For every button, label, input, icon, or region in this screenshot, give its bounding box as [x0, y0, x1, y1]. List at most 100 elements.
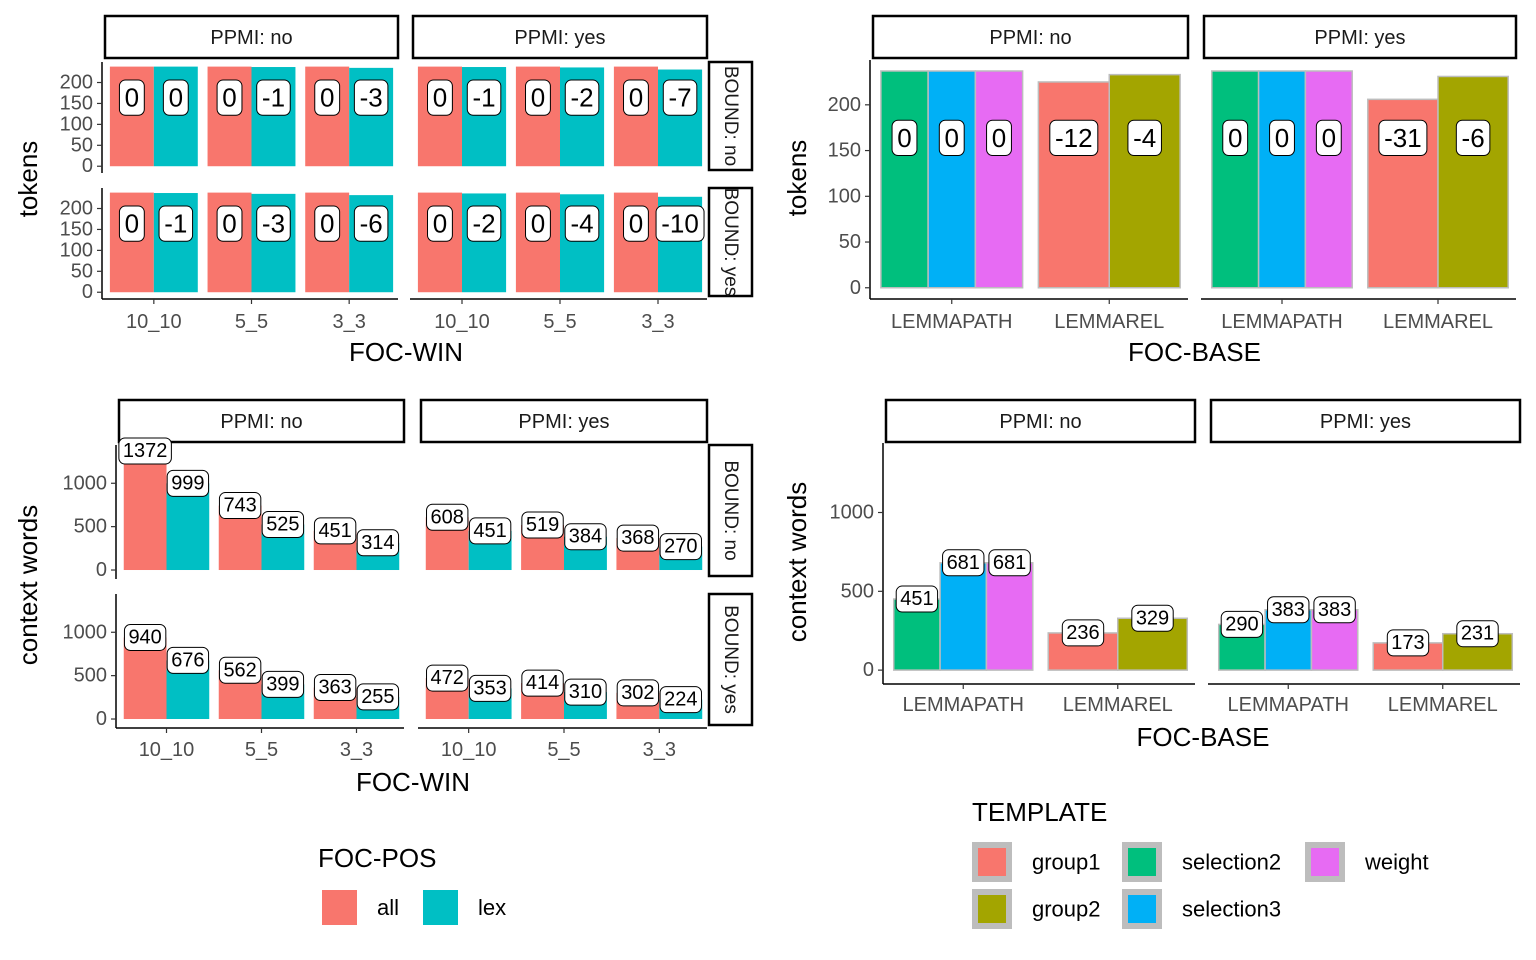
legend-label: selection2: [1182, 850, 1281, 875]
x-tick-label: 10_10: [139, 739, 195, 761]
y-tick-label: 0: [82, 155, 93, 177]
x-tick-label: LEMMAPATH: [1228, 694, 1350, 716]
data-label: 0: [629, 209, 643, 239]
strip: [707, 443, 754, 578]
data-label: 255: [361, 686, 394, 708]
label-box: [1386, 629, 1430, 657]
strip-label: PPMI: no: [999, 411, 1081, 433]
bar: [939, 562, 988, 671]
data-label: 451: [318, 520, 351, 542]
data-label: 525: [266, 513, 299, 535]
y-axis-title: context words: [782, 482, 812, 642]
label-box: [655, 205, 705, 242]
label-box: [356, 529, 400, 557]
label-box: [356, 683, 400, 711]
y-axis-title: context words: [13, 505, 43, 665]
label-box: [166, 646, 210, 674]
x-tick-label: 5_5: [245, 739, 278, 761]
data-label: -10: [661, 209, 699, 239]
label-box: [313, 517, 357, 545]
label-box: [466, 79, 502, 116]
data-label: 0: [945, 123, 959, 153]
x-tick-label: 10_10: [126, 311, 182, 333]
label-box: [426, 503, 469, 531]
data-label: 0: [1228, 123, 1242, 153]
bar: [974, 70, 1024, 289]
data-label: 383: [1318, 599, 1351, 621]
data-label: -1: [262, 83, 285, 113]
x-tick-label: 10_10: [434, 311, 490, 333]
y-tick-label: 100: [60, 113, 93, 135]
x-axis-title: FOC-WIN: [349, 337, 463, 367]
data-label: -4: [570, 209, 593, 239]
label-box: [1049, 119, 1099, 156]
label-box: [564, 678, 607, 706]
y-tick-label: 200: [60, 72, 93, 94]
data-label: 414: [526, 672, 559, 694]
data-label: 0: [222, 209, 236, 239]
data-label: 451: [900, 588, 933, 610]
data-label: 236: [1066, 622, 1099, 644]
label-box: [564, 205, 600, 242]
data-label: 0: [531, 83, 545, 113]
data-label: 1372: [123, 440, 168, 462]
data-label: 562: [223, 659, 256, 681]
legend-label: all: [377, 895, 399, 920]
data-label: 0: [531, 209, 545, 239]
data-label: 0: [992, 123, 1006, 153]
x-axis-title: FOC-BASE: [1128, 337, 1261, 367]
data-label: 0: [1322, 123, 1336, 153]
x-tick-label: LEMMAREL: [1054, 311, 1164, 333]
label-box: [1315, 119, 1342, 156]
label-box: [662, 79, 698, 116]
label-box: [426, 664, 469, 692]
y-tick-label: 0: [863, 659, 874, 681]
x-tick-label: 3_3: [643, 739, 676, 761]
strip: [707, 186, 754, 298]
label-box: [256, 205, 291, 242]
data-label: -6: [1462, 123, 1485, 153]
legend-label: selection3: [1182, 897, 1281, 922]
bar: [1211, 70, 1260, 289]
bar: [1437, 75, 1509, 289]
label-box: [1456, 620, 1499, 648]
bar: [166, 483, 210, 571]
legend-key: [322, 890, 357, 925]
strip-label: PPMI: yes: [514, 27, 605, 49]
data-label: 224: [664, 689, 697, 711]
y-tick-label: 0: [82, 281, 93, 303]
label-box: [216, 79, 243, 116]
label-box: [1131, 604, 1174, 632]
y-tick-label: 500: [841, 580, 874, 602]
bar: [1257, 70, 1307, 289]
label-box: [521, 669, 564, 697]
strip: [103, 14, 400, 60]
strip: [707, 60, 754, 172]
x-tick-label: LEMMAREL: [1063, 694, 1173, 716]
strip: [117, 398, 406, 444]
y-tick-label: 50: [839, 231, 861, 253]
strip-label: BOUND: yes: [720, 605, 741, 714]
strip: [871, 14, 1190, 60]
data-label: 608: [431, 506, 464, 528]
y-tick-label: 50: [71, 260, 93, 282]
label-box: [525, 79, 551, 116]
y-tick-label: 100: [828, 185, 861, 207]
y-tick-label: 200: [60, 198, 93, 220]
bar: [1037, 81, 1110, 289]
data-label: -3: [262, 209, 285, 239]
label-box: [256, 79, 291, 116]
label-box: [938, 119, 965, 156]
bar: [1108, 73, 1181, 289]
data-label: 310: [569, 681, 602, 703]
label-box: [218, 656, 262, 684]
data-label: 0: [320, 209, 334, 239]
data-label: -7: [668, 83, 691, 113]
data-label: -1: [472, 83, 495, 113]
data-label: 399: [266, 673, 299, 695]
legend-key: [978, 895, 1006, 923]
y-tick-label: 0: [850, 277, 861, 299]
y-axis-title: tokens: [13, 141, 43, 218]
legend-label: lex: [478, 895, 506, 920]
